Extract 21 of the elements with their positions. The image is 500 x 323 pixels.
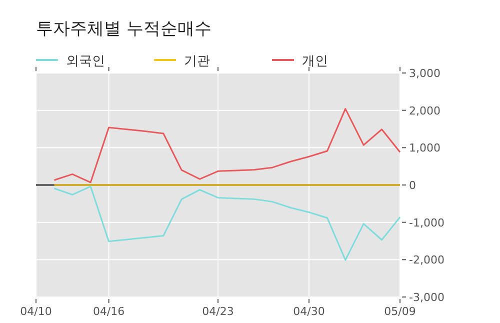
y-tick-label: 0 (409, 179, 416, 192)
y-tick-label: 2,000 (409, 104, 440, 118)
legend-label: 개인 (302, 54, 328, 69)
line-series (53, 186, 401, 261)
x-tick-label: 04/10 (20, 305, 52, 318)
x-tick-label: 05/09 (384, 305, 416, 318)
legend-item: 기관 (154, 54, 210, 69)
line-series (53, 108, 401, 184)
legend-item: 외국인 (36, 54, 105, 69)
x-tick-label: 04/30 (293, 305, 325, 318)
legend-label: 기관 (184, 54, 210, 69)
x-tick-label: 04/16 (92, 305, 125, 318)
legend-item: 개인 (272, 54, 328, 69)
chart-title: 투자주체별 누적순매수 (36, 19, 212, 39)
y-tick-label: -2,000 (409, 254, 444, 267)
y-tick-label: 3,000 (409, 67, 440, 80)
x-tick-label: 04/23 (202, 305, 234, 318)
y-tick-label: 1,000 (409, 142, 440, 155)
y-tick-label: -3,000 (409, 291, 444, 304)
legend-label: 외국인 (66, 54, 105, 69)
y-tick-label: -1,000 (409, 216, 444, 230)
